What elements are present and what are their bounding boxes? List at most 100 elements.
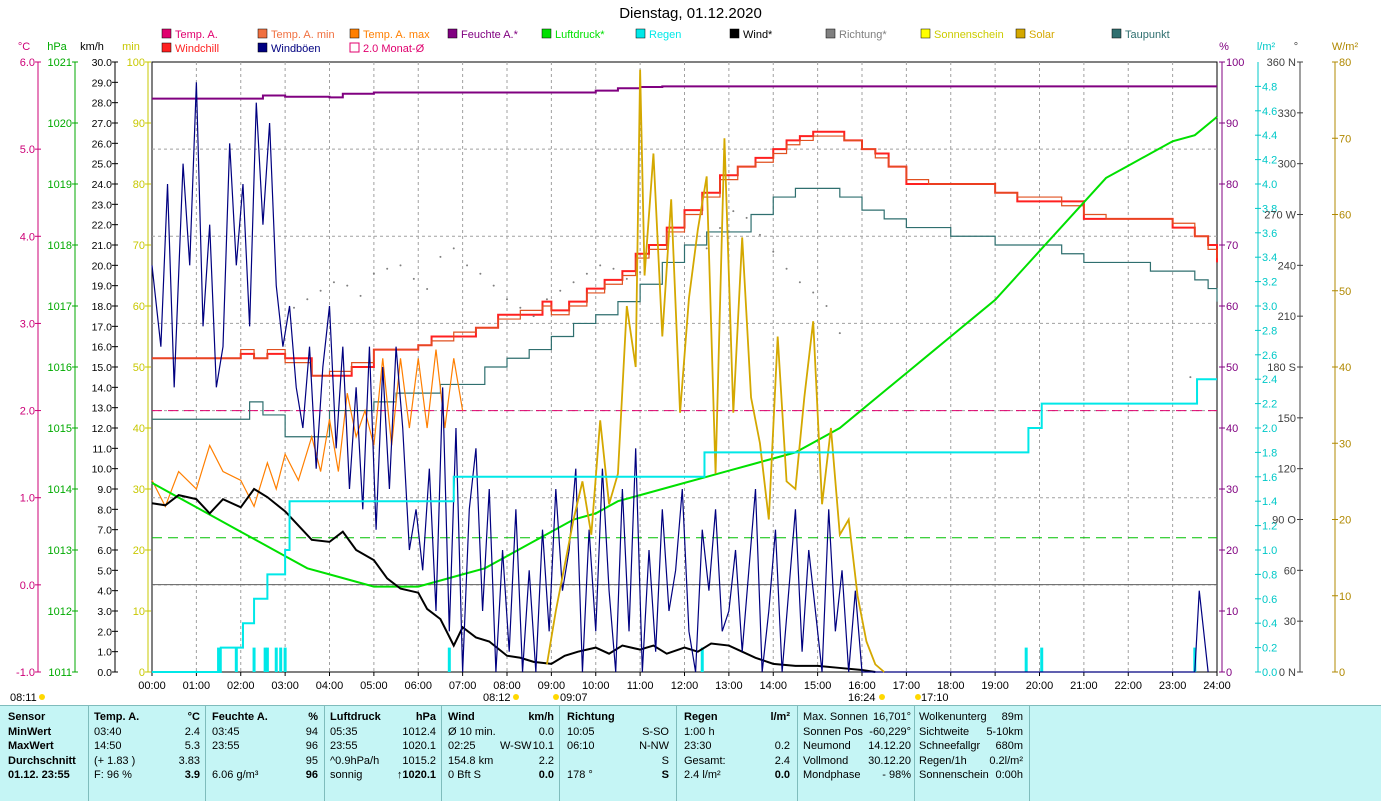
pressure-tick-label: 1021: [48, 57, 72, 69]
pressure-tick-label: 1020: [48, 118, 72, 130]
misc-cell: Sichtweite: [919, 725, 970, 738]
x-tick-label: 20:00: [1026, 680, 1054, 692]
x-tick-label: 15:00: [804, 680, 832, 692]
wind-row: Ø 10 min. 0.0: [448, 725, 554, 740]
astro-cell: Mondphase: [803, 769, 861, 782]
temp-tick-label: -1.0: [16, 667, 35, 679]
astro-cell: 30.12.20: [868, 754, 911, 767]
wind-cell: W-SW: [500, 740, 532, 753]
sensor-row-max: MaxWert: [8, 740, 54, 753]
solar-tick-label: 10: [1339, 591, 1351, 603]
rain-bar: [700, 647, 704, 672]
wind-cell: 2.2: [538, 754, 554, 767]
x-tick-label: 23:00: [1159, 680, 1187, 692]
humidity-cell: 6.06 g/m³: [212, 769, 259, 782]
rain-row: 23:30 0.2: [684, 739, 790, 754]
direction-point: [386, 267, 389, 270]
rain-cell: 23:30: [684, 740, 712, 753]
wind-row: 0 Bft S 0.0: [448, 768, 554, 783]
solar-tick-label: 70: [1339, 133, 1351, 145]
rain-tick-label: 3.4: [1262, 252, 1277, 264]
wind-tick-label: 23.0: [92, 199, 113, 211]
x-tick-label: 22:00: [1114, 680, 1142, 692]
direction-row: 06:10 N-NW: [567, 739, 669, 754]
wind-cell: Ø 10 min.: [448, 725, 496, 738]
series-tempamax: [151, 349, 464, 509]
wind-row: 02:25 W-SW 10.1: [448, 739, 554, 754]
sun-tick-label: 40: [133, 423, 145, 435]
rain-tick-label: 2.2: [1262, 399, 1277, 411]
x-tick-label: 24:00: [1203, 680, 1231, 692]
humidity-unit-label: %: [1219, 41, 1229, 53]
wind-tick-label: 29.0: [92, 77, 113, 89]
wind-tick-label: 10.0: [92, 464, 113, 476]
sun-marker-icon: [879, 694, 885, 700]
divider: [559, 706, 560, 801]
temp-unit-label: °C: [18, 41, 30, 53]
pressure-cell: 1020.1: [402, 740, 436, 753]
pressure-column: Luftdruck hPa 05:35 1012.4 23:55 1020.1 ^0.9hP…: [330, 710, 436, 783]
wind-tick-label: 26.0: [92, 138, 113, 150]
misc-cell: 89m: [1001, 711, 1023, 723]
direction-tick-label: 60: [1284, 565, 1296, 577]
humidity-tick-label: 20: [1226, 545, 1238, 557]
direction-point: [798, 281, 801, 284]
humidity-tick-label: 80: [1226, 179, 1238, 191]
rain-tick-label: 3.6: [1262, 228, 1277, 240]
wind-cell: 0.0: [538, 769, 554, 782]
temp-header: Temp. A.: [94, 711, 140, 723]
x-tick-label: 04:00: [316, 680, 344, 692]
direction-point: [812, 291, 815, 294]
rain-header: Regen: [684, 711, 718, 723]
legend-label: 2.0 Monat-Ø: [363, 43, 425, 55]
wind-tick-label: 13.0: [92, 403, 113, 415]
rain-tick-label: 3.2: [1262, 277, 1277, 289]
rain-cell: 2.4: [774, 754, 790, 767]
direction-tick-label: 90 O: [1272, 515, 1296, 527]
direction-point: [412, 277, 415, 280]
misc-row: Wolkenunterg 89m: [919, 710, 1023, 725]
x-tick-label: 10:00: [582, 680, 610, 692]
legend-label: Sonnenschein: [934, 29, 1004, 41]
astro-cell: Vollmond: [803, 754, 849, 767]
direction-point: [492, 284, 495, 287]
pressure-row: 05:35 1012.4: [330, 725, 436, 740]
astro-row: Mondphase - 98%: [803, 768, 911, 783]
direction-point: [532, 315, 535, 318]
sensor-row-current: 01.12. 23:55: [8, 769, 70, 782]
temp-cell: 2.4: [184, 725, 200, 738]
sun-marker-icon: [513, 694, 519, 700]
direction-point: [439, 255, 442, 258]
x-tick-label: 02:00: [227, 680, 255, 692]
sun-tick-label: 20: [133, 545, 145, 557]
temp-cell: 14:50: [94, 740, 122, 753]
rain-bar: [234, 647, 238, 672]
astro-cell: -60,229°: [869, 725, 911, 738]
pressure-tick-label: 1015: [48, 423, 72, 435]
wind-unit-label: km/h: [80, 41, 104, 53]
humidity-tick-label: 100: [1226, 57, 1244, 69]
direction-tick-label: 240: [1278, 260, 1296, 272]
direction-tick-label: 300: [1278, 159, 1296, 171]
pressure-tick-label: 1016: [48, 362, 72, 374]
wind-header: Wind: [448, 711, 475, 723]
pressure-header: Luftdruck: [330, 711, 381, 723]
wind-tick-label: 19.0: [92, 281, 113, 293]
sun-tick-label: 30: [133, 484, 145, 496]
temp-tick-label: 6.0: [20, 57, 35, 69]
wind-tick-label: 30.0: [92, 57, 113, 69]
rain-tick-label: 1.8: [1262, 447, 1277, 459]
legend-label: Windböen: [271, 43, 321, 55]
rain-row: 2.4 l/m² 0.0: [684, 768, 790, 783]
sunrise-prev-label: 08:11: [10, 692, 37, 704]
misc-cell: Schneefallgr: [919, 740, 981, 753]
x-tick-label: 21:00: [1070, 680, 1098, 692]
direction-row: S: [567, 754, 669, 769]
astro-cell: 16,701°: [872, 711, 911, 723]
rain-bar: [1193, 647, 1197, 672]
pressure-cell: 1015.2: [402, 754, 436, 767]
rain-tick-label: 0.0: [1262, 667, 1277, 679]
pressure-tick-label: 1017: [48, 301, 72, 313]
sunset-label: 16:24: [848, 692, 876, 704]
direction-point: [519, 306, 522, 309]
